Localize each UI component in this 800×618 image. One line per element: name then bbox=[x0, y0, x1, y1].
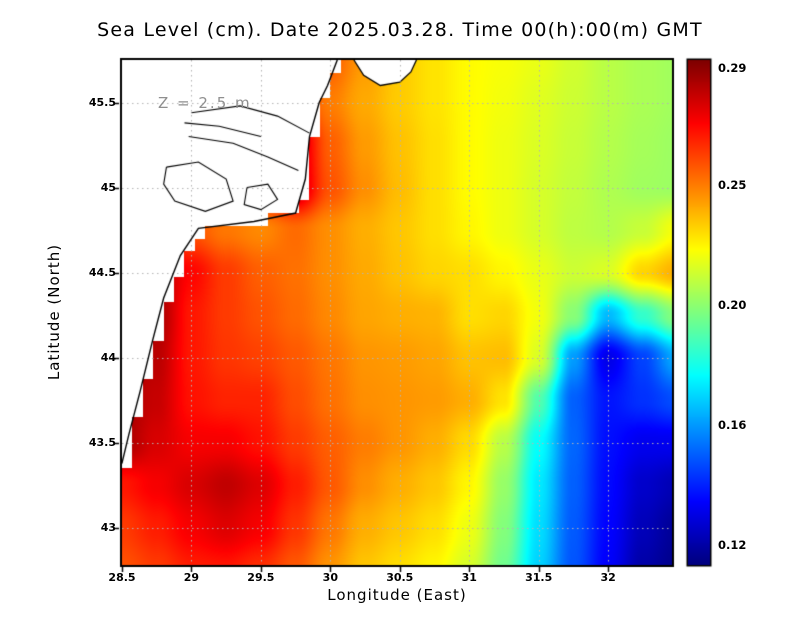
x-tick-label: 30.5 bbox=[386, 571, 414, 584]
y-axis-label: Latitude (North) bbox=[45, 243, 63, 381]
colorbar-tick-label: 0.29 bbox=[718, 61, 747, 76]
y-tick-label: 43.5 bbox=[88, 436, 116, 450]
colorbar-tick-label: 0.16 bbox=[718, 418, 747, 433]
x-tick-label: 28.5 bbox=[108, 571, 136, 584]
x-tick-label: 31 bbox=[461, 571, 477, 584]
y-tick-label: 45 bbox=[100, 181, 116, 195]
chart-title: Sea Level (cm). Date 2025.03.28. Time 00… bbox=[97, 19, 703, 41]
y-tick-label: 44 bbox=[100, 351, 116, 365]
x-tick-label: 31.5 bbox=[525, 571, 553, 584]
x-tick-label: 29.5 bbox=[247, 571, 275, 584]
colorbar-tick-label: 0.12 bbox=[718, 537, 747, 552]
x-tick-label: 29 bbox=[183, 571, 200, 584]
depth-annotation: Z = 2.5 m bbox=[158, 94, 252, 112]
y-tick-label: 43 bbox=[100, 521, 116, 535]
x-axis-label: Longitude (East) bbox=[327, 586, 467, 604]
x-tick-label: 30 bbox=[322, 571, 338, 584]
x-tick-label: 32 bbox=[600, 571, 616, 584]
y-tick-label: 45.5 bbox=[88, 96, 116, 109]
y-tick-label: 44.5 bbox=[88, 266, 116, 280]
colorbar-tick-label: 0.25 bbox=[718, 178, 747, 193]
colorbar-tick-label: 0.20 bbox=[718, 297, 747, 312]
